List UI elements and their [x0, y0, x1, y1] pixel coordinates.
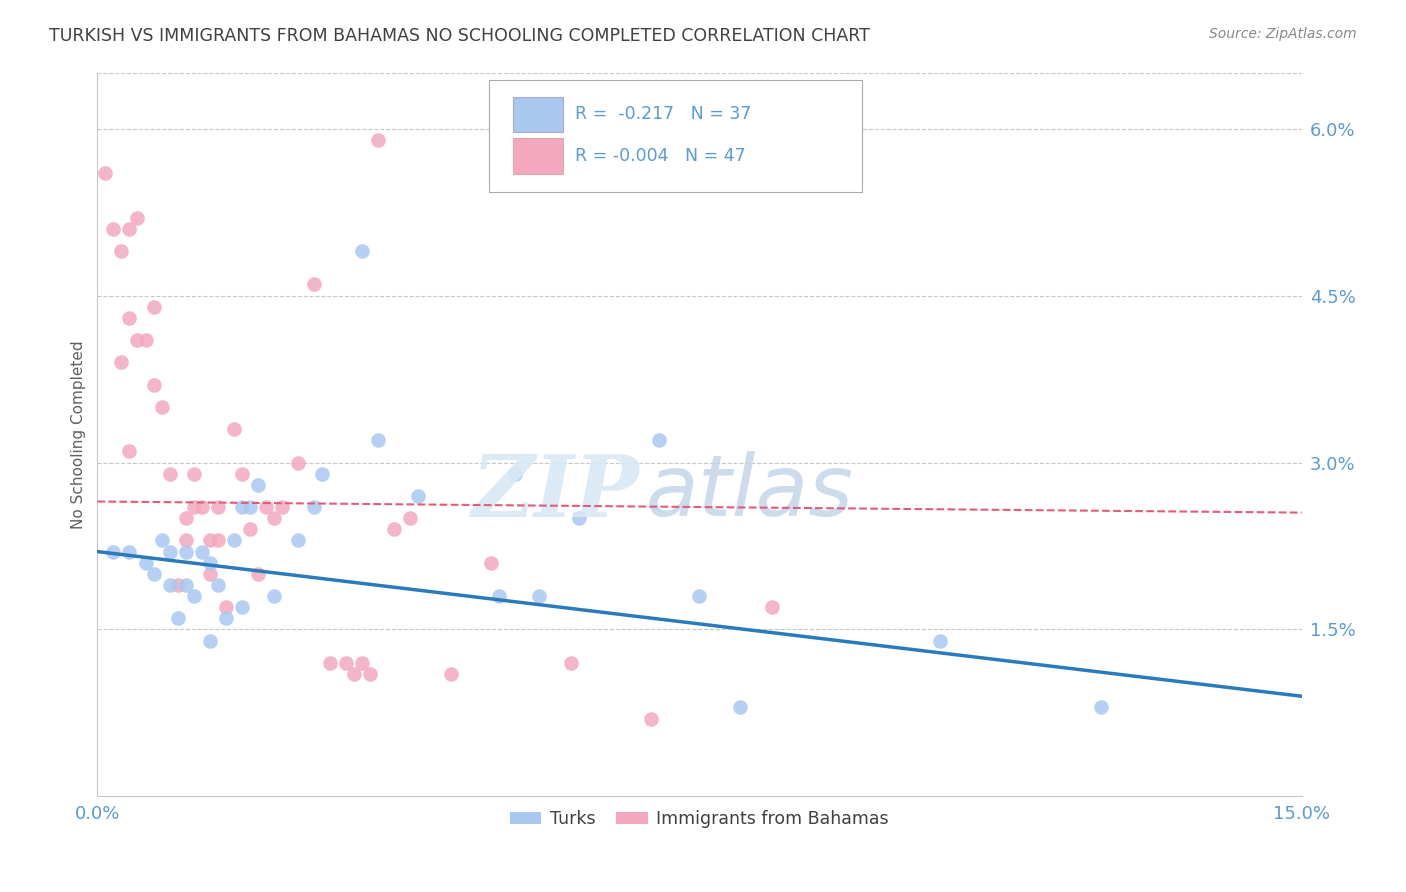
Point: [183, 467, 205, 481]
Point: [94, 166, 117, 180]
Point: [215, 611, 238, 625]
Point: [302, 277, 325, 292]
Point: [159, 544, 181, 558]
Point: [263, 511, 285, 525]
Point: [271, 500, 294, 514]
Point: [352, 244, 374, 258]
Point: [110, 355, 132, 369]
Point: [343, 667, 366, 681]
Point: [183, 589, 205, 603]
Point: [110, 244, 132, 258]
Text: Source: ZipAtlas.com: Source: ZipAtlas.com: [1209, 27, 1357, 41]
Point: [215, 600, 238, 615]
Point: [142, 377, 165, 392]
Point: [689, 589, 711, 603]
Point: [166, 578, 188, 592]
Point: [118, 444, 141, 458]
Point: [503, 467, 526, 481]
Point: [190, 500, 212, 514]
Point: [166, 611, 188, 625]
Point: [174, 533, 197, 548]
Point: [135, 333, 157, 347]
Point: [560, 656, 582, 670]
Point: [728, 700, 751, 714]
Point: [198, 556, 221, 570]
Point: [142, 566, 165, 581]
Legend: Turks, Immigrants from Bahamas: Turks, Immigrants from Bahamas: [503, 803, 896, 835]
Point: [159, 467, 181, 481]
Point: [150, 533, 173, 548]
Point: [761, 600, 783, 615]
Point: [207, 500, 229, 514]
FancyBboxPatch shape: [513, 138, 564, 174]
Point: [150, 400, 173, 414]
Point: [367, 133, 389, 147]
Point: [335, 656, 357, 670]
Point: [118, 310, 141, 325]
Point: [488, 589, 510, 603]
Point: [408, 489, 430, 503]
Point: [207, 533, 229, 548]
Point: [929, 633, 952, 648]
Point: [103, 222, 125, 236]
Point: [359, 667, 381, 681]
Point: [311, 467, 333, 481]
Point: [183, 500, 205, 514]
Point: [367, 434, 389, 448]
Point: [239, 500, 262, 514]
Point: [127, 211, 149, 225]
Point: [239, 522, 262, 536]
Point: [246, 477, 269, 491]
Point: [118, 544, 141, 558]
Point: [640, 712, 662, 726]
Point: [190, 544, 212, 558]
Point: [231, 500, 253, 514]
Point: [207, 578, 229, 592]
Text: ZIP: ZIP: [471, 450, 640, 534]
Point: [127, 333, 149, 347]
Point: [648, 434, 671, 448]
Point: [568, 511, 591, 525]
Point: [287, 456, 309, 470]
Point: [198, 566, 221, 581]
Text: R = -0.004   N = 47: R = -0.004 N = 47: [575, 147, 747, 165]
Point: [231, 467, 253, 481]
Point: [399, 511, 422, 525]
Point: [384, 522, 406, 536]
Point: [142, 300, 165, 314]
Point: [1090, 700, 1112, 714]
Point: [319, 656, 342, 670]
Point: [527, 589, 550, 603]
FancyBboxPatch shape: [489, 80, 862, 193]
FancyBboxPatch shape: [513, 97, 564, 132]
Point: [254, 500, 277, 514]
Text: TURKISH VS IMMIGRANTS FROM BAHAMAS NO SCHOOLING COMPLETED CORRELATION CHART: TURKISH VS IMMIGRANTS FROM BAHAMAS NO SC…: [49, 27, 870, 45]
Point: [118, 222, 141, 236]
Point: [198, 633, 221, 648]
Point: [479, 556, 502, 570]
Point: [174, 544, 197, 558]
Point: [198, 533, 221, 548]
Point: [174, 511, 197, 525]
Point: [246, 566, 269, 581]
Point: [287, 533, 309, 548]
Point: [302, 500, 325, 514]
Point: [231, 600, 253, 615]
Point: [263, 589, 285, 603]
Y-axis label: No Schooling Completed: No Schooling Completed: [72, 341, 86, 529]
Point: [135, 556, 157, 570]
Point: [159, 578, 181, 592]
Point: [439, 667, 461, 681]
Text: R =  -0.217   N = 37: R = -0.217 N = 37: [575, 105, 752, 123]
Point: [174, 578, 197, 592]
Point: [103, 544, 125, 558]
Point: [222, 533, 245, 548]
Point: [352, 656, 374, 670]
Text: atlas: atlas: [645, 451, 853, 534]
Point: [222, 422, 245, 436]
